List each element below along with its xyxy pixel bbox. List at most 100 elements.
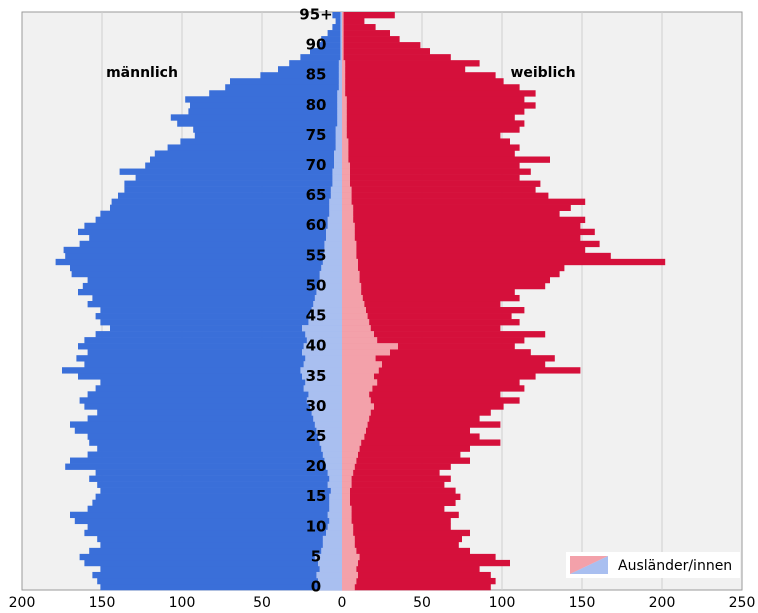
bar [334, 150, 342, 157]
bar [342, 180, 350, 187]
bar [89, 547, 342, 555]
age-label: 75 [306, 126, 327, 144]
bar [342, 475, 451, 482]
age-label: 55 [306, 246, 327, 264]
bar [342, 210, 354, 218]
bar [342, 535, 462, 543]
bar [342, 168, 531, 175]
bar [185, 96, 342, 103]
age-label: 35 [306, 367, 327, 385]
bar [342, 108, 347, 115]
bar [89, 475, 342, 482]
bar [342, 258, 666, 266]
bar [342, 571, 358, 579]
bar [337, 90, 342, 97]
bar [342, 150, 349, 157]
bar [342, 36, 344, 43]
bar [342, 385, 373, 392]
bar [337, 102, 342, 109]
bar [327, 216, 342, 224]
bar [335, 138, 342, 145]
bar [278, 66, 342, 73]
bar [87, 523, 342, 531]
bar [342, 409, 491, 416]
bar [342, 325, 371, 332]
bar [342, 553, 496, 561]
bar [111, 198, 342, 205]
bar [342, 186, 352, 193]
bar [327, 511, 342, 519]
x-tick-label: 250 [729, 595, 756, 611]
bar [305, 379, 342, 386]
bar [342, 469, 354, 476]
bar [340, 12, 342, 19]
bar [342, 18, 365, 25]
bar [209, 90, 342, 97]
bar [95, 493, 342, 500]
bar [342, 264, 565, 272]
bar [342, 367, 581, 374]
bar [289, 60, 342, 67]
bar [327, 469, 342, 476]
bar [342, 301, 501, 308]
bar [84, 403, 343, 410]
bar [342, 481, 445, 488]
bar [342, 42, 421, 49]
bar [342, 90, 346, 97]
bar [329, 475, 342, 482]
bar [71, 270, 342, 278]
bar [78, 288, 342, 296]
bar [342, 541, 355, 549]
bar [342, 234, 581, 242]
bar [87, 349, 342, 356]
bar [342, 18, 344, 25]
bar [342, 174, 520, 181]
bar [342, 12, 344, 19]
bar [342, 571, 491, 579]
bar [342, 90, 536, 97]
bar [342, 150, 515, 157]
bar [342, 427, 470, 434]
bar [100, 541, 343, 549]
bar [340, 42, 342, 49]
bar [338, 60, 342, 67]
bar [342, 102, 347, 109]
bar [342, 493, 350, 500]
age-label: 20 [306, 457, 327, 475]
bar [92, 294, 343, 302]
bar [74, 517, 343, 525]
bar [342, 421, 368, 428]
bar [300, 54, 342, 61]
age-label: 45 [306, 307, 327, 325]
bar [342, 511, 459, 519]
bar [342, 361, 546, 368]
bar [76, 355, 343, 362]
bar [342, 96, 347, 103]
bar [342, 72, 496, 79]
bar [342, 463, 355, 470]
bar [124, 186, 343, 193]
bar [342, 264, 358, 272]
bar [310, 48, 342, 55]
bar [342, 276, 550, 284]
bar [342, 553, 360, 561]
bar [342, 222, 355, 230]
bar [342, 240, 600, 248]
bar [342, 469, 440, 476]
labels: 200 150 100 50 0 50 100 150 200 250 0 5 10 15 20 25 30 35… [9, 6, 756, 611]
bar [342, 337, 525, 344]
x-tick-label: 100 [169, 595, 196, 611]
bar [342, 288, 515, 296]
bar [308, 319, 342, 326]
bar [342, 373, 536, 380]
bar [342, 415, 480, 422]
bar [324, 240, 342, 248]
bar [97, 445, 342, 452]
bar [342, 355, 376, 362]
bar [342, 198, 352, 205]
bar [329, 204, 342, 211]
bar [87, 301, 342, 308]
bar [342, 403, 504, 410]
bar [342, 78, 346, 85]
